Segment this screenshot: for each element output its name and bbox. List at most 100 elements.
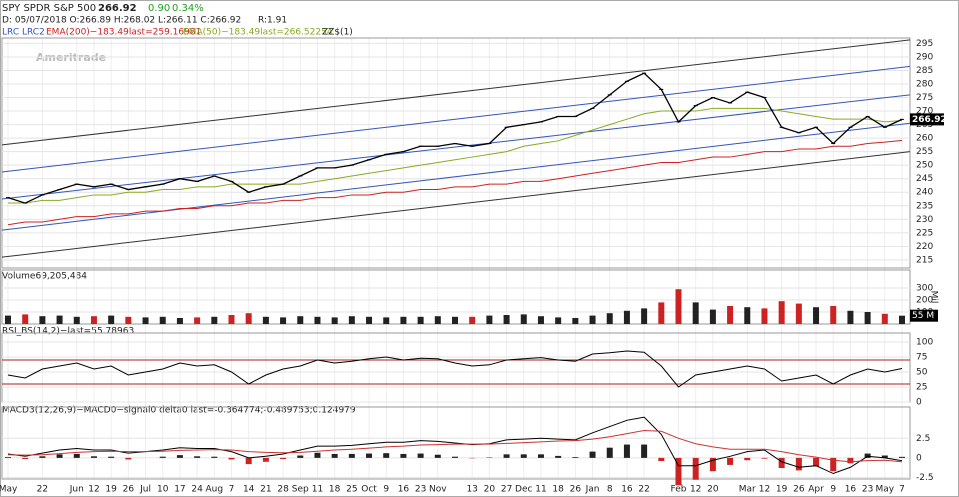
macd-histogram-bar [417, 453, 424, 458]
x-tick-label: 23 [862, 485, 873, 495]
macd-histogram-bar [348, 453, 355, 458]
macd-histogram-bar [572, 457, 579, 458]
regression-line [1, 94, 911, 200]
volume-bar [417, 316, 424, 324]
volume-bar [383, 317, 390, 324]
volume-bar [486, 315, 493, 324]
volume-bar [709, 309, 716, 324]
x-tick-label: May [876, 485, 895, 495]
symbol: SPY SPDR S&P 500 [2, 3, 96, 14]
x-tick-label: 22 [638, 485, 649, 495]
macd-histogram-bar [830, 457, 837, 472]
y-tick-label: 240 [916, 188, 933, 198]
volume-bar [22, 314, 29, 324]
volume-bar [641, 308, 648, 324]
volume-last-label: 55 M [912, 311, 934, 321]
range: R:1.91 [258, 16, 287, 26]
rsi-line [7, 350, 903, 388]
y-tick-label: 25 [916, 383, 927, 393]
volume-bar [830, 306, 837, 324]
volume-bar [331, 317, 338, 324]
macd-histogram-bar [899, 456, 905, 458]
macd-histogram-bar [176, 455, 183, 458]
x-tick-label: 10 [157, 485, 169, 495]
panel [1, 406, 911, 480]
x-tick-label: 7 [229, 485, 235, 495]
macd-histogram-bar [314, 452, 321, 458]
x-tick-label: 25 [346, 485, 357, 495]
x-tick-label: 26 [793, 485, 805, 495]
x-tick-label: May [0, 485, 18, 495]
x-tick-label: 28 [277, 485, 289, 495]
macd-histogram-bar [658, 457, 665, 461]
macd-histogram-bar [641, 444, 648, 458]
x-tick-label: 11 [312, 485, 323, 495]
macd-histogram-bar [262, 457, 269, 462]
x-tick-label: 7 [899, 485, 905, 495]
regression-line [1, 151, 911, 258]
volume-bar [297, 316, 304, 324]
y-tick-label: 230 [916, 215, 933, 225]
signal-line [7, 429, 903, 463]
macd-histogram-bar [125, 457, 132, 460]
macd-histogram-bar [22, 457, 29, 460]
y-tick-label: 260 [916, 134, 933, 144]
x-tick-label: 19 [776, 485, 788, 495]
macd-histogram-bar [211, 456, 218, 458]
x-tick-label: 27 [501, 485, 512, 495]
x-tick-label: 16 [845, 485, 857, 495]
x-tick-label: 24 [191, 485, 203, 495]
volume-bar [452, 316, 458, 324]
change: 0.90 [148, 3, 170, 14]
macd-histogram-bar [194, 456, 201, 458]
x-tick-label: 22 [37, 485, 48, 495]
macd-histogram-bar [675, 457, 682, 486]
panel [1, 37, 911, 269]
y-tick-label: 2.5 [916, 434, 930, 444]
volume-unit: Mil [929, 291, 939, 304]
ohlc: D: 05/07/2018 O:266.89 H:268.02 L:266.11… [2, 16, 241, 26]
x-tick-label: 21 [260, 485, 271, 495]
y-tick-label: 220 [916, 242, 933, 252]
macd-histogram-bar [520, 454, 527, 458]
macd-histogram-bar [366, 453, 373, 458]
volume-bar [469, 316, 476, 324]
macd-histogram-bar [881, 455, 888, 458]
y-tick-label: 225 [916, 228, 933, 238]
x-tick-label: Dec [515, 485, 532, 495]
macd-histogram-bar [56, 454, 63, 458]
x-tick-label: Jan [585, 485, 600, 495]
volume-bar [847, 310, 854, 324]
macd-histogram-bar [709, 457, 716, 472]
volume-bar [56, 315, 63, 324]
volume-bar [366, 316, 373, 324]
volume-bar [744, 307, 751, 324]
volume-bar [314, 316, 321, 324]
watermark: Ameritrade [36, 51, 106, 64]
volume-bar [194, 317, 201, 324]
y-tick-label: 295 [916, 39, 933, 49]
volume-bar [813, 307, 820, 324]
macd-histogram-bar [537, 454, 544, 458]
volume-bar [555, 317, 562, 324]
x-tick-label: 16 [398, 485, 410, 495]
volume-bar [5, 315, 11, 324]
y-tick-label: 100 [916, 338, 933, 348]
macd-histogram-bar [297, 455, 304, 458]
volume-bar [589, 315, 596, 324]
regression-line [1, 39, 911, 146]
x-tick-label: 18 [329, 485, 341, 495]
volume-bar [176, 318, 183, 324]
volume-label: Volume69,205,484 [2, 272, 87, 282]
volume-bar [434, 316, 441, 324]
x-tick-label: 26 [123, 485, 135, 495]
y-tick-label: 300 [916, 284, 933, 294]
macd-histogram-bar [245, 457, 252, 465]
macd-histogram-bar [555, 455, 562, 458]
macd-histogram-bar [73, 453, 80, 458]
volume-bar [228, 315, 235, 324]
macd-histogram-bar [847, 457, 854, 464]
volume-bar [795, 303, 802, 324]
macd-histogram-bar [108, 456, 115, 458]
